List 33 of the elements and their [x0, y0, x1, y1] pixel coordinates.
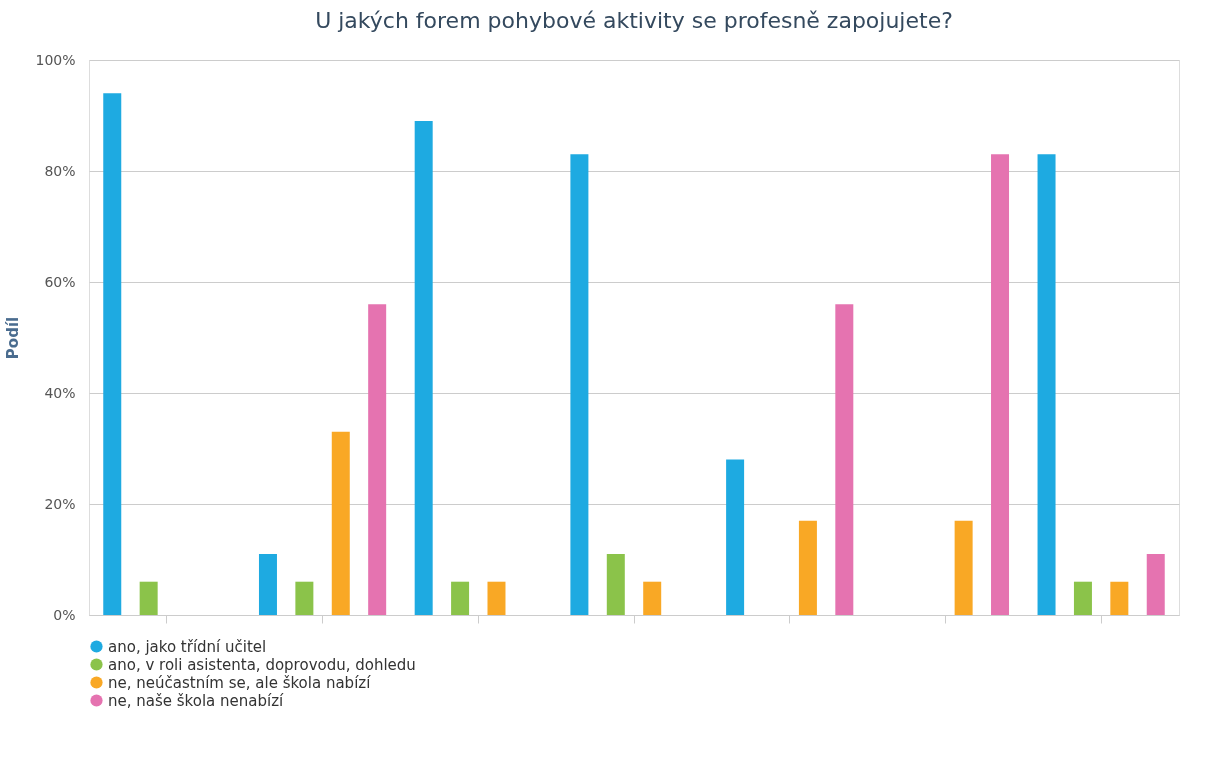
legend-label: ano, v roli asistenta, doprovodu, dohledu	[108, 655, 416, 674]
bar	[643, 581, 662, 615]
y-tick-label: 80%	[44, 162, 76, 179]
bar	[1037, 154, 1056, 615]
bar	[368, 304, 387, 615]
bar	[414, 121, 433, 615]
bar	[103, 93, 122, 615]
bar	[835, 304, 854, 615]
bar	[1110, 581, 1129, 615]
y-tick-label: 0%	[53, 606, 76, 623]
bar	[295, 581, 314, 615]
bar	[798, 520, 817, 615]
bar	[726, 459, 745, 615]
bar	[606, 553, 625, 615]
legend-label: ne, naše škola nenabízí	[108, 691, 285, 710]
legend-label: ne, neúčastním se, ale škola nabízí	[108, 673, 372, 692]
y-axis-title: Podíl	[4, 316, 23, 360]
bar	[487, 581, 506, 615]
legend-label: ano, jako třídní učitel	[108, 637, 267, 656]
y-tick-label: 100%	[35, 51, 76, 68]
bar	[991, 154, 1010, 615]
y-tick-label: 60%	[44, 273, 76, 290]
bar	[1146, 553, 1165, 615]
y-tick-label: 40%	[44, 384, 76, 401]
chart-title: U jakých forem pohybové aktivity se profesně zapojujete?	[315, 8, 953, 33]
bar	[1073, 581, 1092, 615]
y-tick-label: 20%	[44, 495, 76, 512]
bar	[139, 581, 158, 615]
bar	[451, 581, 470, 615]
bar	[258, 553, 277, 615]
bar	[954, 520, 973, 615]
bar	[570, 154, 589, 615]
bar	[331, 431, 350, 615]
